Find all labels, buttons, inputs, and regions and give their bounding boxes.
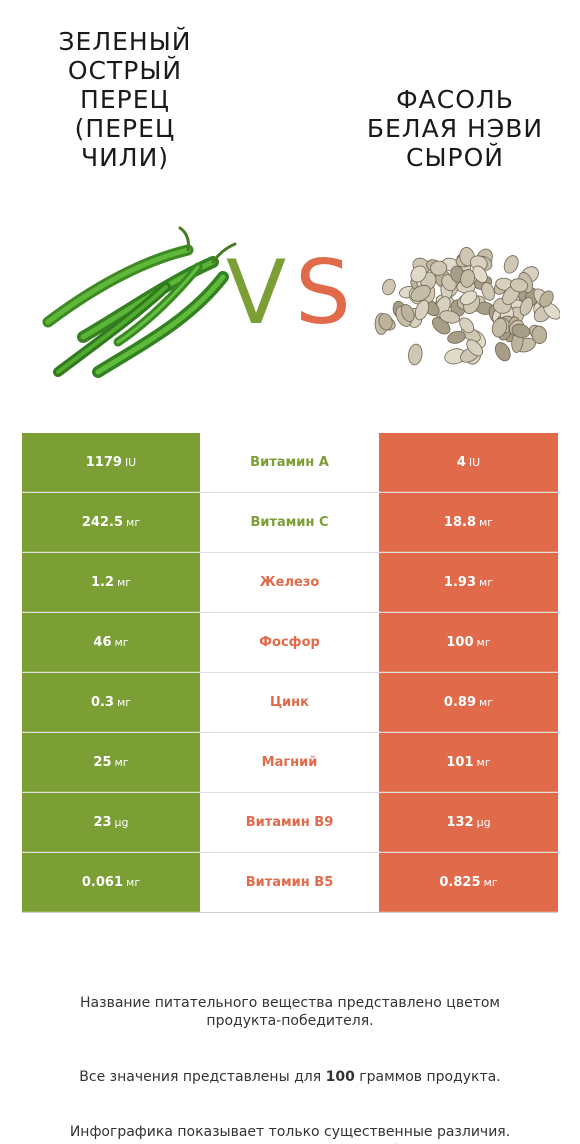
right-value-cell: 4 IU — [379, 433, 558, 492]
nutrient-name-cell: Витамин B9 — [200, 793, 379, 852]
table-row: 25 мг Магний 101 мг — [22, 733, 558, 793]
left-value-cell: 46 мг — [22, 613, 200, 672]
footnote-line-3: Инфографика показывает только существенн… — [48, 1124, 532, 1144]
vs-letter-s: S — [295, 241, 351, 344]
left-value: 46 — [93, 634, 112, 650]
nutrient-name: Железо — [259, 575, 320, 590]
table-row: 0.3 мг Цинк 0.89 мг — [22, 673, 558, 733]
right-unit: мг — [479, 695, 494, 709]
left-unit: мг — [114, 635, 129, 649]
footnote-line-2-post: граммов продукта. — [354, 1068, 501, 1085]
left-value: 25 — [93, 754, 112, 770]
right-value: 101 — [446, 754, 474, 770]
right-value-cell: 100 мг — [379, 613, 558, 672]
nutrient-name: Витамин B5 — [245, 875, 334, 890]
right-unit: мг — [476, 635, 491, 649]
right-value: 132 — [446, 814, 474, 830]
left-value: 242.5 — [81, 514, 124, 530]
right-value-cell: 132 µg — [379, 793, 558, 852]
left-value: 23 — [93, 814, 112, 830]
right-value-cell: 18.8 мг — [379, 493, 558, 552]
nutrient-comparison-table: 1179 IU Витамин A 4 IU 242.5 мг Витамин C 18.8 мг… — [22, 433, 558, 913]
left-unit: мг — [126, 875, 141, 889]
nutrient-name: Фосфор — [259, 635, 320, 650]
right-unit: IU — [468, 455, 481, 469]
table-row: 23 µg Витамин B9 132 µg — [22, 793, 558, 853]
nutrient-name-cell: Цинк — [200, 673, 379, 732]
left-value-cell: 0.061 мг — [22, 853, 200, 912]
right-value-cell: 101 мг — [379, 733, 558, 792]
right-unit: мг — [479, 575, 494, 589]
right-value-cell: 1.93 мг — [379, 553, 558, 612]
left-value-cell: 25 мг — [22, 733, 200, 792]
right-value: 1.93 — [443, 574, 476, 590]
right-value: 100 — [446, 634, 474, 650]
footnote-line-1: Название питательного вещества представл… — [80, 994, 500, 1030]
nutrient-name-cell: Витамин A — [200, 433, 379, 492]
nutrient-name: Витамин B9 — [245, 815, 334, 830]
nutrient-name-cell: Витамин C — [200, 493, 379, 552]
left-product-title: ЗЕЛЕНЫЙ ОСТРЫЙ ПЕРЕЦ (ПЕРЕЦ ЧИЛИ) — [58, 27, 192, 172]
nutrient-name: Магний — [261, 755, 318, 770]
vs-letter-v: V — [226, 241, 287, 344]
right-unit: мг — [476, 755, 491, 769]
green-chili-pepper-icon — [38, 222, 238, 382]
right-value: 0.825 — [439, 874, 481, 890]
right-value: 4 — [456, 454, 466, 470]
left-value: 1179 — [85, 454, 122, 470]
right-value: 0.89 — [443, 694, 476, 710]
left-value-cell: 1.2 мг — [22, 553, 200, 612]
left-unit: мг — [114, 755, 129, 769]
footnote-line-2-pre: Все значения представлены для — [79, 1068, 326, 1085]
left-value: 0.061 — [81, 874, 124, 890]
left-value-cell: 23 µg — [22, 793, 200, 852]
left-value: 0.3 — [90, 694, 114, 710]
table-row: 242.5 мг Витамин C 18.8 мг — [22, 493, 558, 553]
left-value-cell: 0.3 мг — [22, 673, 200, 732]
right-unit: µg — [476, 815, 491, 829]
right-value-cell: 0.825 мг — [379, 853, 558, 912]
left-unit: мг — [126, 515, 141, 529]
right-unit: мг — [483, 875, 498, 889]
table-row: 0.061 мг Витамин B5 0.825 мг — [22, 853, 558, 913]
nutrient-name-cell: Фосфор — [200, 613, 379, 672]
left-value: 1.2 — [90, 574, 114, 590]
left-value-cell: 242.5 мг — [22, 493, 200, 552]
left-unit: µg — [114, 815, 129, 829]
table-row: 1179 IU Витамин A 4 IU — [22, 433, 558, 493]
left-value-cell: 1179 IU — [22, 433, 200, 492]
left-unit: мг — [116, 695, 132, 709]
right-product-title: ФАСОЛЬ БЕЛАЯ НЭВИ СЫРОЙ — [366, 85, 544, 172]
right-value: 18.8 — [443, 514, 476, 530]
footnote: Название питательного вещества представл… — [20, 975, 560, 1144]
nutrient-name-cell: Железо — [200, 553, 379, 612]
table-row: 46 мг Фосфор 100 мг — [22, 613, 558, 673]
navy-beans-icon — [370, 240, 561, 375]
nutrient-name-cell: Магний — [200, 733, 379, 792]
left-unit: мг — [116, 575, 132, 589]
right-value-cell: 0.89 мг — [379, 673, 558, 732]
footnote-line-2-bold: 100 — [325, 1068, 355, 1085]
nutrient-name: Витамин C — [250, 515, 329, 530]
left-unit: IU — [124, 455, 137, 469]
nutrient-name-cell: Витамин B5 — [200, 853, 379, 912]
table-row: 1.2 мг Железо 1.93 мг — [22, 553, 558, 613]
nutrient-name: Витамин A — [250, 455, 329, 470]
right-unit: мг — [479, 515, 494, 529]
nutrient-name: Цинк — [270, 695, 309, 710]
